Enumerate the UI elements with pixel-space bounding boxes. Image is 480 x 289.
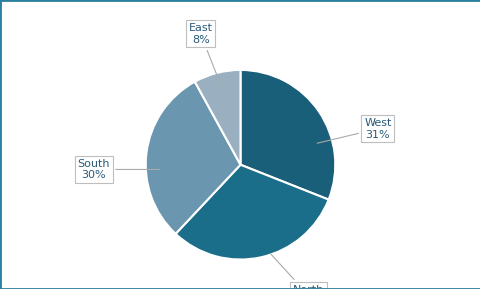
- Wedge shape: [194, 70, 240, 165]
- Wedge shape: [240, 70, 335, 200]
- Text: North
31%: North 31%: [270, 254, 324, 289]
- Wedge shape: [145, 82, 240, 234]
- Text: West
31%: West 31%: [316, 118, 391, 143]
- Text: South
30%: South 30%: [77, 159, 160, 180]
- Wedge shape: [175, 165, 328, 260]
- Text: East
8%: East 8%: [188, 23, 220, 84]
